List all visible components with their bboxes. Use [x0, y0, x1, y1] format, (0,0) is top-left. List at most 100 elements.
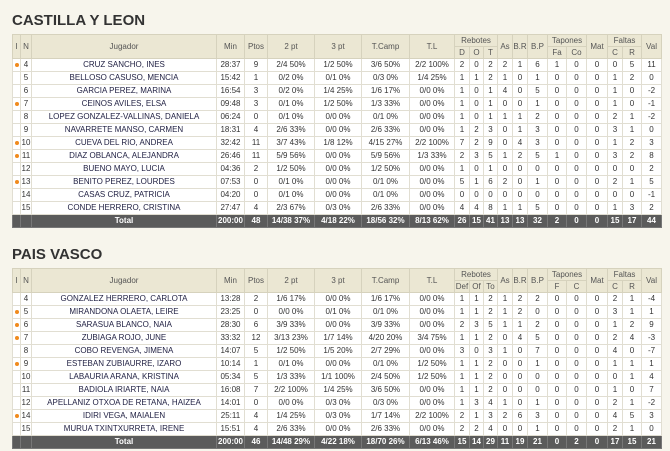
- stat-cell: 3/4 75%: [409, 331, 455, 345]
- stat-cell: 14:07: [216, 344, 245, 358]
- stat-cell: 2: [483, 370, 498, 384]
- stat-cell: 0: [621, 84, 643, 98]
- column-header: Faltas: [606, 268, 643, 281]
- total-cell: 200:00: [216, 214, 245, 228]
- stat-cell: 1: [621, 175, 643, 189]
- player-row: 15 MURUA TXINTXURRETA, IRENE 15:51 4 2/6 33%…: [12, 422, 662, 436]
- stat-cell: 3: [469, 318, 484, 332]
- stat-cell: 0: [497, 370, 513, 384]
- stat-cell: 9: [20, 357, 32, 371]
- stat-cell: 8: [20, 110, 32, 124]
- stat-cell: 0/0 0%: [314, 162, 362, 176]
- player-row: 8 LOPEZ GONZALEZ-VALLINAS, DANIELA 06:24 0 0…: [12, 110, 662, 124]
- stat-cell: 0: [547, 422, 567, 436]
- stat-cell: 1/2 50%: [314, 58, 362, 72]
- stat-cell: 0: [621, 188, 643, 202]
- stat-cell: 0: [566, 201, 587, 215]
- stat-cell: 0: [547, 409, 567, 423]
- stat-cell: 0: [566, 84, 587, 98]
- starter-cell: [12, 188, 21, 202]
- column-subheader: Of: [469, 280, 484, 293]
- player-name: IDIRI VEGA, MAIALEN: [31, 409, 217, 423]
- stat-cell: 4: [244, 201, 268, 215]
- player-row: 6 SARASUA BLANCO, NAIA 28:30 6 3/9 33% 0/0 0%…: [12, 318, 662, 332]
- player-row: 10 LABAURIA ARANA, KRISTINA 05:34 5 1/3 33% 1…: [12, 370, 662, 384]
- stat-cell: 2: [527, 318, 548, 332]
- stat-cell: 0/0 0%: [314, 188, 362, 202]
- stat-cell: 0: [566, 344, 587, 358]
- stat-cell: 0: [512, 97, 528, 111]
- stat-cell: 0: [566, 188, 587, 202]
- player-name: CUEVA DEL RIO, ANDREA: [31, 136, 217, 150]
- column-subheader: O: [469, 46, 484, 59]
- stat-cell: 0/3 0%: [314, 409, 362, 423]
- stat-cell: 0: [566, 110, 587, 124]
- stat-cell: 1: [547, 58, 567, 72]
- stat-cell: 1/7 14%: [361, 409, 410, 423]
- total-row: Total 200:00 46 14/48 29% 4/22 18% 18/70 26% 6…: [12, 435, 662, 449]
- column-header: Val: [641, 34, 662, 59]
- total-cell: 15: [469, 214, 484, 228]
- stat-cell: 0: [566, 97, 587, 111]
- stat-cell: 4: [512, 331, 528, 345]
- stat-cell: 1: [497, 71, 513, 85]
- stat-cell: 3: [527, 409, 548, 423]
- stat-cell: 1: [469, 331, 484, 345]
- player-name: BADIOLA IRIARTE, NAIA: [31, 383, 217, 397]
- player-name: CRUZ SANCHO, INES: [31, 58, 217, 72]
- column-header: T.L: [409, 34, 455, 59]
- stat-cell: 10:14: [216, 357, 245, 371]
- stat-cell: 0/0 0%: [314, 422, 362, 436]
- stat-cell: 3: [483, 123, 498, 137]
- stat-cell: 0: [497, 136, 513, 150]
- team-name: CASTILLA Y LEON: [12, 12, 146, 29]
- column-header: T.Camp: [361, 268, 410, 293]
- starter-cell: [12, 318, 21, 332]
- total-cell: 18/56 32%: [361, 214, 410, 228]
- stat-cell: 0: [547, 344, 567, 358]
- stat-cell: 4: [512, 136, 528, 150]
- player-row: 12 BUENO MAYO, LUCIA 04:36 2 1/2 50% 0/0 0% 1/…: [12, 162, 662, 176]
- stat-cell: 0: [527, 188, 548, 202]
- stat-cell: 2: [454, 149, 470, 163]
- stat-cell: 5: [20, 305, 32, 319]
- column-header: N: [20, 268, 32, 293]
- stat-cell: 0: [244, 175, 268, 189]
- stat-cell: 1: [483, 84, 498, 98]
- stat-cell: 0: [586, 97, 608, 111]
- stat-cell: 3: [641, 136, 662, 150]
- column-header: Mat: [586, 34, 608, 59]
- total-cell: 11: [497, 435, 513, 449]
- stat-cell: 4: [454, 201, 470, 215]
- stat-cell: 0: [586, 396, 608, 410]
- empty-cell: [20, 435, 32, 449]
- stat-cell: 8: [483, 201, 498, 215]
- stat-cell: 0: [607, 162, 623, 176]
- stat-cell: 11: [244, 149, 268, 163]
- starter-cell: [12, 123, 21, 137]
- stat-cell: 2: [497, 409, 513, 423]
- stat-cell: 0: [566, 357, 587, 371]
- stat-cell: 0: [547, 136, 567, 150]
- stat-cell: 0: [641, 123, 662, 137]
- stat-cell: 3/7 43%: [267, 136, 315, 150]
- stat-cell: 1: [469, 383, 484, 397]
- stat-cell: 14: [20, 188, 32, 202]
- player-name: NAVARRETE MANSO, CARMEN: [31, 123, 217, 137]
- starter-dot: [14, 154, 19, 158]
- stat-cell: 0: [469, 97, 484, 111]
- stat-cell: 1/3 33%: [267, 370, 315, 384]
- starter-dot: [14, 323, 19, 327]
- column-header: Rebotes: [454, 34, 498, 47]
- stat-cell: 3: [469, 396, 484, 410]
- stat-cell: 2: [512, 292, 528, 306]
- stat-cell: 0: [469, 188, 484, 202]
- stat-cell: 1: [454, 357, 470, 371]
- stat-cell: 4: [621, 331, 643, 345]
- starter-cell: [12, 370, 21, 384]
- column-header: 3 pt: [314, 268, 362, 293]
- starter-cell: [12, 175, 21, 189]
- stat-cell: 4: [20, 58, 32, 72]
- stat-cell: 6: [512, 409, 528, 423]
- total-cell: 4/22 18%: [314, 435, 362, 449]
